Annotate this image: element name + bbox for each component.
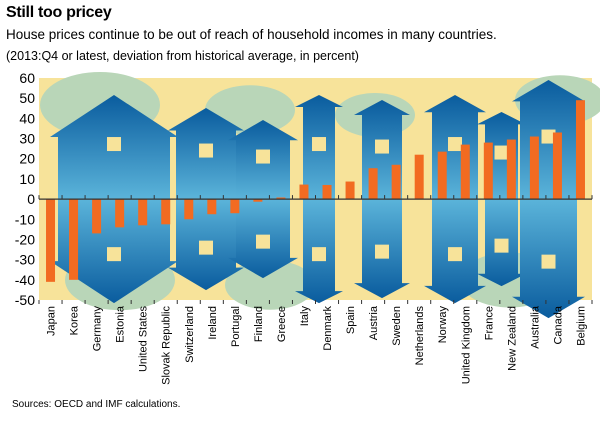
x-tick-label: Portugal (230, 306, 242, 347)
y-tick-label: 60 (19, 70, 35, 86)
y-tick-label: 50 (19, 90, 35, 106)
x-tick-label: Denmark (322, 306, 334, 351)
chart-subtitle: House prices continue to be out of reach… (6, 27, 497, 42)
bar-ireland (207, 199, 217, 215)
bar-new-zealand (506, 139, 516, 200)
x-tick-label: New Zealand (506, 306, 518, 371)
bar-switzerland (184, 199, 194, 220)
window-icon (107, 137, 121, 152)
x-tick-label: Slovak Republic (161, 306, 173, 385)
window-icon (256, 234, 270, 249)
window-icon (256, 149, 270, 164)
window-icon (541, 129, 556, 144)
window-icon (375, 139, 389, 154)
window-icon (199, 143, 213, 158)
window-icon (312, 247, 326, 262)
x-tick-label: Norway (437, 306, 449, 344)
bar-greece (276, 197, 286, 200)
window-icon (448, 247, 462, 262)
bar-netherlands (414, 154, 424, 200)
window-icon (448, 137, 462, 152)
source-note: Sources: OECD and IMF calculations. (12, 399, 181, 410)
bar-belgium (575, 100, 585, 200)
window-icon (494, 238, 509, 253)
x-tick-label: Japan (46, 306, 58, 336)
y-tick-label: -50 (15, 292, 35, 308)
window-icon (375, 244, 389, 259)
bar-denmark (322, 184, 332, 200)
bar-japan (46, 199, 56, 282)
y-tick-label: -20 (15, 231, 35, 247)
x-tick-label: Netherlands (414, 306, 426, 366)
bar-norway (437, 151, 447, 200)
y-tick-label: 20 (19, 151, 35, 167)
y-tick-label: -40 (15, 272, 35, 288)
bar-france (483, 142, 493, 200)
x-tick-label: United States (138, 306, 150, 373)
x-tick-label: Italy (299, 306, 311, 327)
bar-united-kingdom (460, 144, 470, 200)
x-tick-label: Ireland (207, 306, 219, 340)
y-tick-label: 30 (19, 131, 35, 147)
bar-united-states (138, 199, 148, 226)
window-icon (541, 254, 556, 269)
window-icon (107, 247, 121, 262)
chart-unit-note: (2013:Q4 or latest, deviation from histo… (6, 49, 359, 63)
bar-slovak-republic (161, 199, 171, 225)
x-tick-label: France (483, 306, 495, 340)
bar-estonia (115, 199, 125, 228)
bar-germany (92, 199, 102, 234)
bar-australia (529, 136, 539, 200)
window-icon (312, 137, 326, 152)
bar-spain (345, 181, 355, 200)
y-tick-label: -10 (15, 211, 35, 227)
y-tick-label: -30 (15, 252, 35, 268)
x-tick-label: Estonia (115, 305, 127, 343)
y-tick-label: 40 (19, 110, 35, 126)
window-icon (494, 145, 509, 160)
x-tick-label: Belgium (575, 306, 587, 346)
x-tick-label: Sweden (391, 306, 403, 346)
chart-title: Still too pricey (6, 4, 112, 21)
x-tick-label: Canada (552, 305, 564, 344)
y-tick-label: 0 (27, 191, 35, 207)
bar-sweden (391, 164, 401, 200)
bar-italy (299, 184, 309, 200)
x-tick-label: Spain (345, 306, 357, 334)
bar-canada (552, 132, 562, 200)
x-tick-label: United Kingdom (460, 306, 472, 384)
x-tick-label: Finland (253, 306, 265, 342)
x-tick-label: Korea (69, 305, 81, 335)
y-tick-label: 10 (19, 171, 35, 187)
tree-icon (225, 260, 315, 310)
x-tick-label: Australia (529, 305, 541, 349)
x-tick-label: Switzerland (184, 306, 196, 363)
bar-portugal (230, 199, 240, 214)
x-tick-label: Germany (92, 306, 104, 352)
bar-finland (253, 199, 263, 202)
x-tick-label: Austria (368, 305, 380, 340)
x-tick-label: Greece (276, 306, 288, 342)
window-icon (199, 240, 213, 255)
bar-austria (368, 168, 378, 200)
bar-korea (69, 199, 79, 280)
